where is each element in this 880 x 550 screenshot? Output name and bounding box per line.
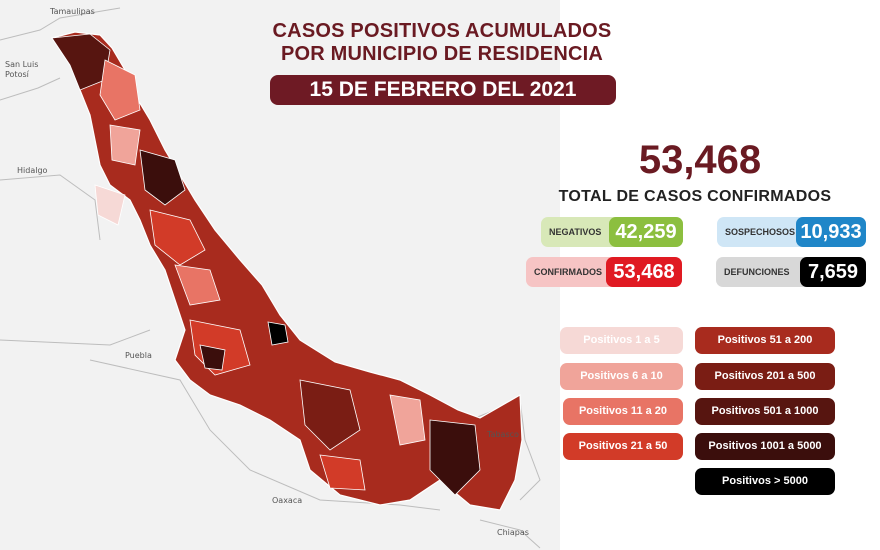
negativos-value: 42,259 xyxy=(609,217,683,247)
legend-item-1001-5000: Positivos 1001 a 5000 xyxy=(695,433,835,460)
confirmados-label: CONFIRMADOS xyxy=(534,267,602,277)
confirmados-box: CONFIRMADOS 53,468 xyxy=(526,257,682,287)
defunciones-box: DEFUNCIONES 7,659 xyxy=(716,257,866,287)
negativos-box: NEGATIVOS 42,259 xyxy=(541,217,683,247)
state-label-oaxaca: Oaxaca xyxy=(272,496,303,505)
veracruz-outline xyxy=(51,31,523,511)
sospechosos-value: 10,933 xyxy=(796,217,866,247)
state-label-tabasco: Tabasco xyxy=(487,430,519,439)
legend-item-11-20: Positivos 11 a 20 xyxy=(563,398,683,425)
region-mid-1 xyxy=(149,209,206,266)
title-line-1: CASOS POSITIVOS ACUMULADOS xyxy=(272,20,612,42)
legend-item-over-5000: Positivos > 5000 xyxy=(695,468,835,495)
region-light-2 xyxy=(109,124,141,166)
region-light-1 xyxy=(99,59,141,121)
total-cases-number: 53,468 xyxy=(638,138,762,182)
sospechosos-box: SOSPECHOSOS 10,933 xyxy=(717,217,866,247)
region-pale-1 xyxy=(94,184,126,226)
legend-item-6-10: Positivos 6 a 10 xyxy=(560,363,683,390)
total-cases-label: TOTAL DE CASOS CONFIRMADOS xyxy=(558,188,832,205)
state-label-hidalgo: Hidalgo xyxy=(17,166,48,175)
defunciones-label: DEFUNCIONES xyxy=(724,267,790,277)
region-south-dark xyxy=(429,419,481,496)
title-line-2: POR MUNICIPIO DE RESIDENCIA xyxy=(280,43,604,65)
region-mid-3 xyxy=(299,379,361,451)
region-light-3 xyxy=(174,264,221,306)
confirmados-value: 53,468 xyxy=(606,257,682,287)
neighbor-state-borders xyxy=(0,7,541,549)
legend-item-501-1000: Positivos 501 a 1000 xyxy=(695,398,835,425)
region-mid-4 xyxy=(319,454,366,491)
negativos-label: NEGATIVOS xyxy=(549,227,602,237)
legend-item-21-50: Positivos 21 a 50 xyxy=(563,433,683,460)
state-label-tamaulipas: Tamaulipas xyxy=(50,7,95,16)
region-black-veracruz xyxy=(267,321,289,346)
region-dark-2 xyxy=(199,344,226,371)
sospechosos-label: SOSPECHOSOS xyxy=(725,227,796,237)
legend-item-1-5: Positivos 1 a 5 xyxy=(560,327,683,354)
defunciones-value: 7,659 xyxy=(800,257,866,287)
legend-item-51-200: Positivos 51 a 200 xyxy=(695,327,835,354)
state-label-san-luis-potosi: San Luis Potosí xyxy=(5,60,39,79)
region-central-dark xyxy=(139,149,186,206)
state-label-puebla: Puebla xyxy=(125,351,152,360)
date-banner: 15 DE FEBRERO DEL 2021 xyxy=(270,75,616,105)
legend-item-201-500: Positivos 201 a 500 xyxy=(695,363,835,390)
state-label-chiapas: Chiapas xyxy=(497,528,529,537)
region-light-4 xyxy=(389,394,426,446)
